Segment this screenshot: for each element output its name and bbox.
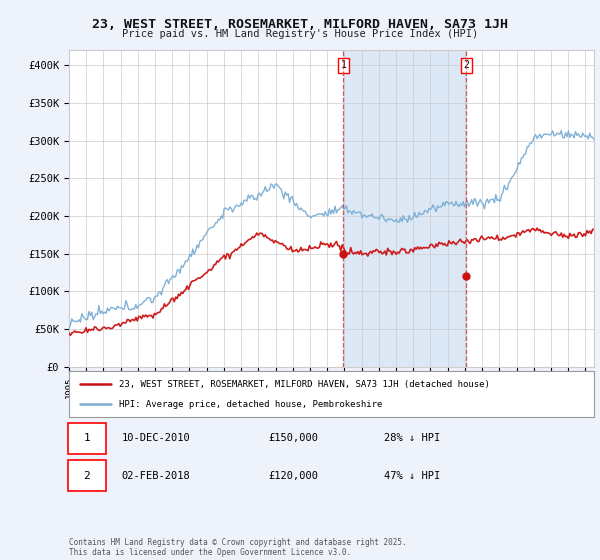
Text: £150,000: £150,000 [269,433,319,443]
Bar [343,50,466,367]
Text: 1: 1 [83,433,90,443]
Text: 1: 1 [340,60,346,71]
Text: 47% ↓ HPI: 47% ↓ HPI [384,471,440,480]
Text: 23, WEST STREET, ROSEMARKET, MILFORD HAVEN, SA73 1JH (detached house): 23, WEST STREET, ROSEMARKET, MILFORD HAV… [119,380,490,389]
Text: Contains HM Land Registry data © Crown copyright and database right 2025.
This d: Contains HM Land Registry data © Crown c… [69,538,407,557]
Text: 2: 2 [464,60,469,71]
Text: 02-FEB-2018: 02-FEB-2018 [121,471,190,480]
Text: 10-DEC-2010: 10-DEC-2010 [121,433,190,443]
Text: HPI: Average price, detached house, Pembrokeshire: HPI: Average price, detached house, Pemb… [119,400,382,409]
Text: 2: 2 [83,471,90,480]
Text: 28% ↓ HPI: 28% ↓ HPI [384,433,440,443]
FancyBboxPatch shape [68,423,106,454]
FancyBboxPatch shape [68,460,106,491]
Text: Price paid vs. HM Land Registry's House Price Index (HPI): Price paid vs. HM Land Registry's House … [122,29,478,39]
Text: £120,000: £120,000 [269,471,319,480]
Text: 23, WEST STREET, ROSEMARKET, MILFORD HAVEN, SA73 1JH: 23, WEST STREET, ROSEMARKET, MILFORD HAV… [92,18,508,31]
